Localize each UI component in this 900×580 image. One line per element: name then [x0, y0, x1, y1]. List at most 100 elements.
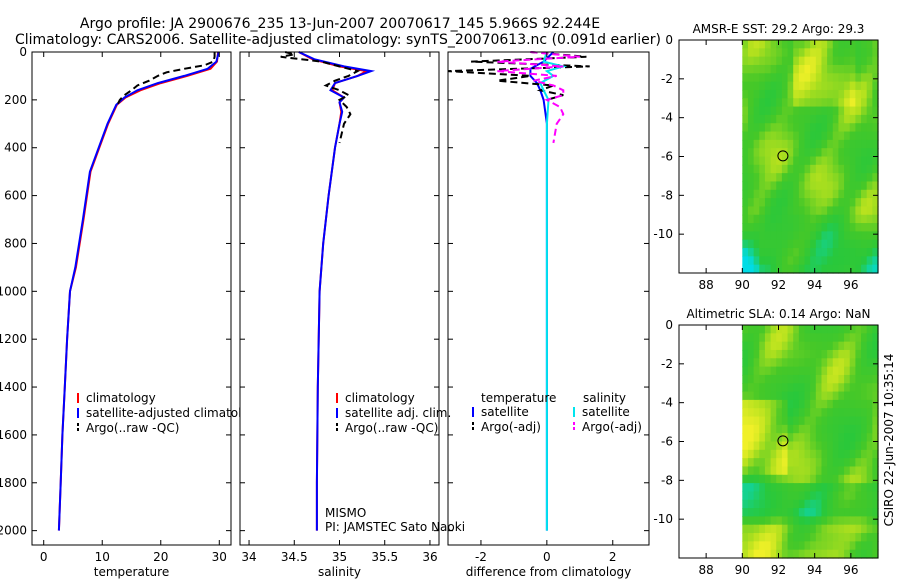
- heatmap-cell: [793, 333, 800, 343]
- heatmap-cell: [787, 474, 794, 484]
- heatmap-cell: [793, 533, 800, 542]
- heatmap-cell: [844, 114, 851, 124]
- heatmap-cell: [781, 358, 789, 368]
- heatmap-cell: [781, 64, 789, 74]
- heatmap-cell: [764, 408, 772, 418]
- heatmap-cell: [776, 366, 783, 376]
- heatmap-cell: [787, 131, 794, 141]
- heatmap-cell: [832, 391, 840, 401]
- heatmap-cell: [849, 366, 856, 376]
- x-tick-label: 35: [332, 550, 347, 564]
- heatmap-cell: [832, 89, 840, 99]
- heatmap-cell: [861, 206, 868, 216]
- heatmap-cell: [781, 148, 789, 158]
- heatmap-cell: [793, 198, 800, 208]
- heatmap-cell: [838, 56, 845, 66]
- heatmap-cell: [753, 223, 760, 232]
- heatmap-cell: [781, 173, 789, 183]
- heatmap-cell: [798, 408, 806, 418]
- heatmap-cell: [849, 214, 856, 224]
- heatmap-cell: [849, 231, 856, 241]
- heatmap-cell: [798, 491, 806, 501]
- heatmap-cell: [838, 256, 845, 266]
- heatmap-cell: [747, 148, 755, 158]
- heatmap-cell: [832, 441, 840, 451]
- heatmap-cell: [759, 466, 766, 476]
- heatmap-cell: [747, 366, 755, 376]
- heatmap-cell: [781, 264, 789, 274]
- heatmap-cell: [821, 483, 828, 493]
- heatmap-cell: [815, 206, 823, 216]
- y-tick-label: 0: [665, 33, 673, 47]
- heatmap-cell: [849, 156, 856, 166]
- heatmap-cell: [759, 189, 766, 199]
- heatmap-cell: [810, 341, 817, 351]
- heatmap-cell: [764, 231, 772, 241]
- heatmap-cell: [776, 189, 783, 199]
- heatmap-cell: [804, 73, 811, 83]
- heatmap-cell: [855, 89, 862, 99]
- heatmap-cell: [861, 424, 868, 434]
- heatmap-cell: [855, 524, 862, 534]
- heatmap-cell: [827, 358, 834, 368]
- y-tick-label: 800: [4, 236, 27, 250]
- heatmap-cell: [753, 114, 760, 124]
- heatmap-cell: [793, 483, 800, 493]
- heatmap-cell: [861, 433, 868, 443]
- heatmap-cell: [827, 81, 834, 91]
- heatmap-cell: [838, 374, 845, 384]
- heatmap-cell: [827, 508, 834, 517]
- heatmap-cell: [849, 89, 856, 99]
- heatmap-cell: [742, 366, 749, 376]
- heatmap-cell: [855, 181, 862, 191]
- heatmap-cell: [815, 424, 823, 434]
- heatmap-cell: [742, 408, 749, 418]
- x-tick-label: 88: [698, 278, 713, 292]
- heatmap-cell: [832, 64, 840, 74]
- heatmap-cell: [844, 474, 851, 484]
- heatmap-cell: [753, 106, 760, 116]
- heatmap-cell: [747, 114, 755, 124]
- heatmap-cell: [832, 491, 840, 501]
- heatmap-cell: [866, 533, 873, 542]
- heatmap-cell: [872, 214, 879, 224]
- heatmap-cell: [872, 549, 879, 559]
- heatmap-cell: [770, 214, 777, 224]
- series-line-argo-raw-qc-: [280, 51, 361, 144]
- heatmap-cell: [793, 106, 800, 116]
- heatmap-cell: [810, 56, 817, 66]
- heatmap-cell: [781, 474, 789, 484]
- heatmap-cell: [798, 474, 806, 484]
- heatmap-cell: [861, 349, 868, 359]
- heatmap-cell: [838, 248, 845, 257]
- heatmap-cell: [844, 441, 851, 451]
- heatmap-cell: [793, 474, 800, 484]
- heatmap-cell: [810, 383, 817, 393]
- heatmap-cell: [861, 181, 868, 191]
- heatmap-cell: [810, 349, 817, 359]
- heatmap-cell: [742, 81, 749, 91]
- header-line1: Argo profile: JA 2900676_235 13-Jun-2007…: [80, 16, 600, 32]
- heatmap-cell: [787, 139, 794, 149]
- heatmap-cell: [793, 325, 800, 334]
- heatmap-cell: [747, 424, 755, 434]
- heatmap-cell: [764, 508, 772, 517]
- heatmap-cell: [804, 416, 811, 426]
- heatmap-cell: [821, 408, 828, 418]
- heatmap-cell: [776, 156, 783, 166]
- heatmap-cell: [861, 491, 868, 501]
- heatmap-cell: [849, 541, 856, 551]
- heatmap-cell: [787, 541, 794, 551]
- legend-label: climatology: [345, 391, 415, 405]
- heatmap-cell: [759, 231, 766, 241]
- heatmap-cell: [759, 433, 766, 443]
- heatmap-cell: [781, 98, 789, 108]
- heatmap-cell: [827, 206, 834, 216]
- heatmap-cell: [855, 231, 862, 241]
- heatmap-cell: [804, 40, 811, 49]
- heatmap-cell: [781, 508, 789, 517]
- heatmap-cell: [747, 239, 755, 249]
- heatmap-cell: [866, 139, 873, 149]
- heatmap-cell: [810, 148, 817, 158]
- heatmap-cell: [815, 441, 823, 451]
